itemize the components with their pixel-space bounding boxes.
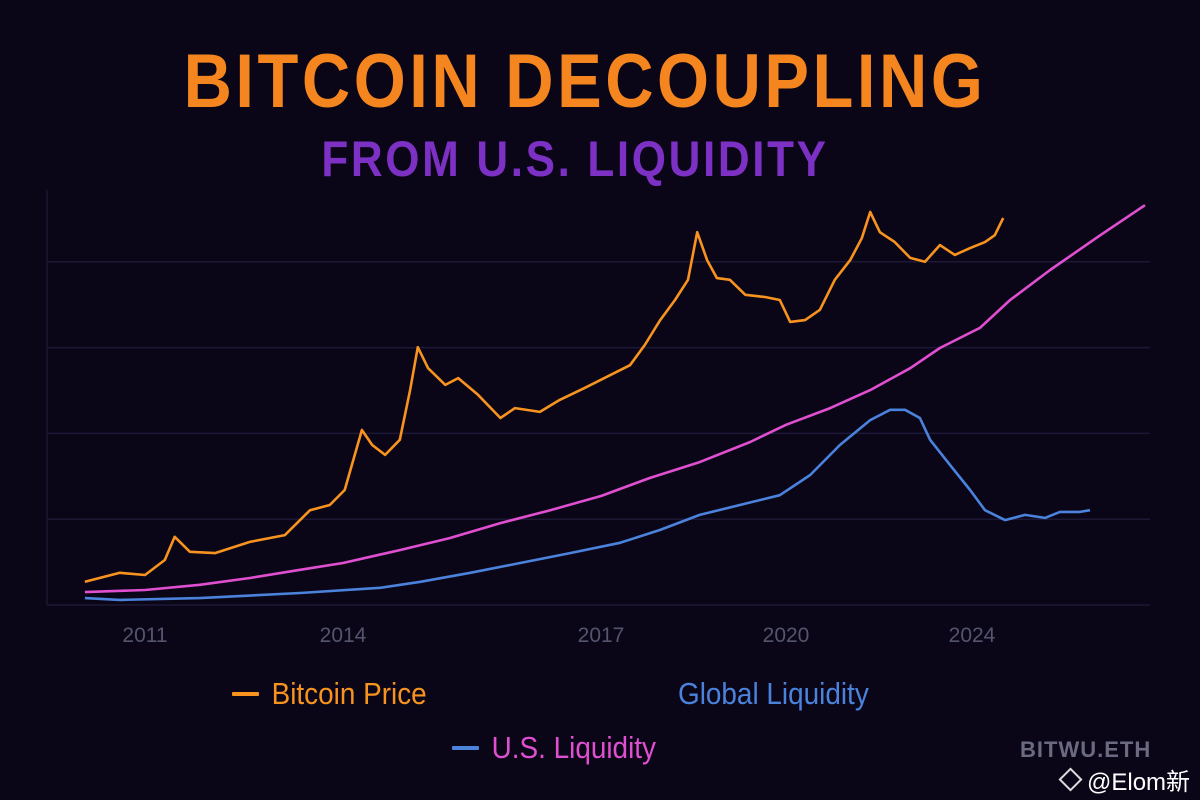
- chart-subtitle: FROM U.S. LIQUIDITY: [321, 131, 829, 187]
- pink-liquidity-line: [84, 204, 1146, 594]
- legend-label: Bitcoin Price: [271, 676, 427, 711]
- chart-title: BITCOIN DECOUPLING: [183, 39, 987, 124]
- legend-label: Global Liquidity: [678, 676, 869, 711]
- x-tick-label: 2020: [763, 624, 810, 647]
- binance-logo-icon: [1058, 767, 1083, 792]
- legend-marker: [452, 746, 479, 750]
- watermark-text: BITWU.ETH: [1020, 737, 1152, 762]
- legend-item-us-liquidity: U.S. Liquidity: [452, 730, 656, 766]
- x-tick-label: 2017: [578, 624, 625, 647]
- watermark-handle-text: @Elom新: [1087, 769, 1191, 796]
- x-tick-label: 2014: [320, 624, 367, 647]
- blue-liquidity-line: [84, 408, 1091, 602]
- bitcoin-price-line: [84, 210, 1005, 584]
- x-tick-label: 2024: [949, 624, 996, 647]
- legend-item-bitcoin-price: Bitcoin Price: [232, 676, 427, 712]
- legend-marker: [232, 692, 259, 696]
- watermark-handle: @Elom新: [1058, 762, 1191, 797]
- legend-item-global-liquidity: Global Liquidity: [678, 676, 869, 712]
- legend-label: U.S. Liquidity: [491, 730, 656, 765]
- x-tick-label: 2011: [122, 624, 167, 647]
